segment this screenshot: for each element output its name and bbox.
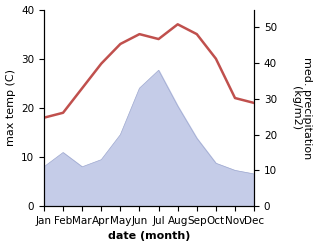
X-axis label: date (month): date (month) — [108, 231, 190, 242]
Y-axis label: med. precipitation
(kg/m2): med. precipitation (kg/m2) — [291, 57, 313, 159]
Y-axis label: max temp (C): max temp (C) — [5, 69, 16, 146]
